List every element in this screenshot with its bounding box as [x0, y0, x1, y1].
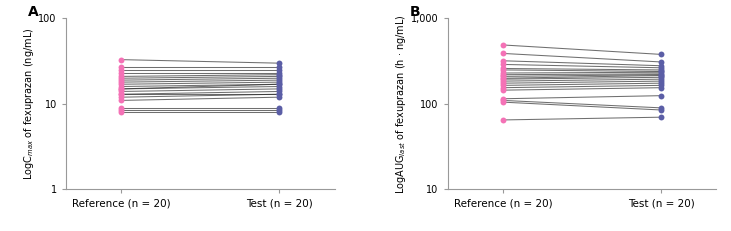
Point: [273, 108, 285, 112]
Point: [273, 76, 285, 80]
Point: [115, 68, 127, 72]
Y-axis label: LogAUG$_{last}$ of fexuprazan (h · ng/mL): LogAUG$_{last}$ of fexuprazan (h · ng/mL…: [394, 14, 408, 194]
Point: [273, 73, 285, 76]
Point: [655, 66, 667, 70]
Point: [655, 86, 667, 90]
Point: [655, 60, 667, 64]
Point: [497, 100, 509, 104]
Point: [115, 92, 127, 96]
Point: [497, 79, 509, 83]
Point: [497, 67, 509, 70]
Point: [115, 75, 127, 78]
Point: [497, 99, 509, 102]
Text: A: A: [29, 5, 39, 19]
Point: [497, 52, 509, 55]
Point: [273, 106, 285, 110]
Point: [115, 78, 127, 82]
Point: [497, 97, 509, 101]
Point: [115, 87, 127, 91]
Point: [273, 80, 285, 84]
Point: [273, 92, 285, 96]
Point: [273, 71, 285, 75]
Point: [273, 75, 285, 78]
Point: [273, 78, 285, 82]
Point: [115, 65, 127, 69]
Point: [273, 90, 285, 93]
Point: [115, 82, 127, 86]
Point: [273, 65, 285, 69]
Point: [655, 74, 667, 77]
Point: [273, 110, 285, 114]
Point: [497, 71, 509, 75]
Point: [115, 108, 127, 112]
Point: [115, 80, 127, 84]
Point: [273, 85, 285, 88]
Point: [497, 84, 509, 87]
Point: [655, 79, 667, 83]
Point: [273, 95, 285, 99]
Point: [497, 75, 509, 78]
Point: [655, 76, 667, 79]
Point: [115, 90, 127, 93]
Point: [497, 81, 509, 85]
Point: [115, 110, 127, 114]
Point: [273, 87, 285, 91]
Point: [655, 70, 667, 73]
Point: [115, 87, 127, 91]
Point: [115, 71, 127, 75]
Point: [655, 81, 667, 85]
Text: B: B: [410, 5, 420, 19]
Point: [115, 106, 127, 110]
Point: [655, 108, 667, 112]
Point: [497, 77, 509, 81]
Point: [115, 92, 127, 96]
Point: [655, 70, 667, 74]
Point: [655, 115, 667, 119]
Point: [655, 77, 667, 81]
Point: [497, 73, 509, 76]
Point: [273, 82, 285, 86]
Point: [115, 85, 127, 88]
Point: [497, 63, 509, 66]
Point: [655, 64, 667, 68]
Point: [273, 82, 285, 86]
Point: [115, 58, 127, 61]
Point: [497, 86, 509, 90]
Point: [497, 88, 509, 92]
Point: [115, 76, 127, 80]
Point: [497, 118, 509, 122]
Point: [655, 84, 667, 87]
Point: [655, 52, 667, 56]
Point: [497, 43, 509, 47]
Point: [273, 61, 285, 65]
Point: [655, 68, 667, 72]
Point: [115, 99, 127, 102]
Point: [655, 73, 667, 76]
Point: [655, 72, 667, 76]
Point: [497, 68, 509, 72]
Point: [655, 94, 667, 97]
Point: [655, 106, 667, 110]
Point: [497, 76, 509, 80]
Point: [115, 95, 127, 99]
Y-axis label: LogC$_{max}$ of fexuprazan (ng/mL): LogC$_{max}$ of fexuprazan (ng/mL): [22, 28, 36, 180]
Point: [497, 59, 509, 63]
Point: [273, 92, 285, 96]
Point: [273, 68, 285, 72]
